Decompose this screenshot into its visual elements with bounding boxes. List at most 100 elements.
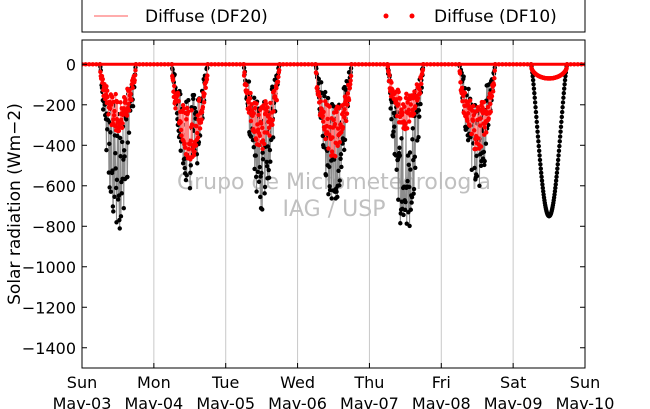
df10-point: [329, 149, 335, 154]
black-point: [409, 194, 415, 200]
df10-point: [247, 96, 253, 101]
black-point: [552, 189, 558, 194]
black-point: [474, 173, 480, 179]
df10-point: [492, 68, 497, 73]
df10-point: [525, 62, 530, 67]
df10-point: [186, 147, 191, 152]
black-point: [413, 165, 418, 170]
x-tick-label-date: Mav-08: [412, 394, 471, 409]
df10-point: [264, 108, 269, 114]
black-point: [265, 144, 271, 149]
df10-point: [195, 130, 200, 136]
black-point: [482, 162, 487, 168]
black-point: [316, 76, 321, 82]
df10-point: [348, 73, 354, 79]
legend-df10-dot-2: [409, 13, 415, 19]
black-point: [389, 117, 394, 122]
black-point: [557, 134, 563, 139]
y-tick-label: −1400: [22, 339, 76, 358]
df10-point: [337, 140, 342, 145]
black-point: [532, 90, 537, 96]
black-point: [339, 164, 344, 170]
black-point: [407, 223, 412, 229]
black-point: [483, 141, 489, 146]
df10-point: [417, 90, 423, 96]
df10-point: [257, 142, 262, 148]
df10-point: [204, 77, 210, 82]
df10-point: [271, 88, 277, 94]
df10-point: [459, 85, 465, 91]
black-point: [108, 130, 113, 135]
df10-point: [306, 62, 311, 67]
df10-point: [467, 123, 472, 128]
df10-point: [256, 127, 261, 132]
black-point: [100, 107, 106, 112]
black-point: [537, 157, 543, 163]
black-point: [113, 150, 118, 156]
df10-point: [469, 131, 474, 137]
df10-series-points: [82, 62, 585, 162]
black-point: [482, 158, 487, 164]
df10-point: [507, 62, 512, 67]
df10-point: [420, 67, 426, 72]
black-point: [410, 137, 415, 142]
black-point: [117, 217, 122, 223]
df10-point: [205, 73, 210, 78]
black-point: [553, 178, 559, 183]
black-point: [392, 124, 397, 129]
black-point: [531, 86, 537, 91]
df10-point: [182, 141, 187, 146]
df10-point: [404, 126, 410, 131]
df10-point: [424, 62, 430, 67]
df10-point: [417, 87, 422, 92]
black-point: [535, 134, 541, 139]
df10-point: [320, 113, 326, 119]
df10-point: [356, 62, 361, 67]
y-tick-label: 0: [66, 55, 76, 74]
black-point: [411, 191, 416, 196]
df10-point: [274, 85, 279, 91]
df10-point: [435, 62, 440, 67]
df10-point: [378, 62, 383, 67]
black-point: [338, 152, 344, 157]
df10-point: [521, 62, 527, 67]
df10-point: [176, 98, 181, 104]
df10-point: [295, 62, 300, 67]
black-point: [555, 157, 561, 163]
black-point: [532, 100, 538, 105]
df10-point: [260, 146, 265, 152]
df10-point: [363, 62, 369, 67]
black-point: [107, 141, 112, 147]
watermark: Grupo de Micrometeorologia IAG / USP: [177, 170, 491, 222]
df10-point: [116, 128, 122, 134]
black-point: [539, 174, 544, 180]
df10-point: [242, 70, 247, 75]
df10-point: [465, 111, 471, 116]
df10-point: [345, 91, 351, 96]
black-point: [270, 84, 275, 89]
df10-point: [124, 113, 130, 118]
df10-point: [349, 62, 354, 67]
black-point: [251, 95, 257, 101]
df10-point: [333, 154, 338, 159]
df10-point: [471, 103, 476, 109]
black-point: [122, 154, 127, 159]
df10-point: [263, 101, 269, 106]
df10-point: [460, 99, 465, 104]
black-point: [337, 183, 342, 188]
black-point: [191, 96, 196, 102]
black-point: [178, 148, 183, 153]
black-point: [481, 149, 487, 155]
df10-point: [415, 96, 421, 101]
df10-point: [528, 62, 534, 67]
x-tick-label-day: Tue: [211, 373, 239, 392]
df10-point: [348, 78, 353, 83]
black-point: [406, 162, 411, 168]
black-point: [398, 221, 403, 226]
df10-point: [90, 62, 95, 67]
df10-point: [212, 62, 218, 67]
df10-point: [442, 62, 448, 67]
df10-point: [344, 118, 349, 124]
df10-point: [449, 62, 455, 67]
